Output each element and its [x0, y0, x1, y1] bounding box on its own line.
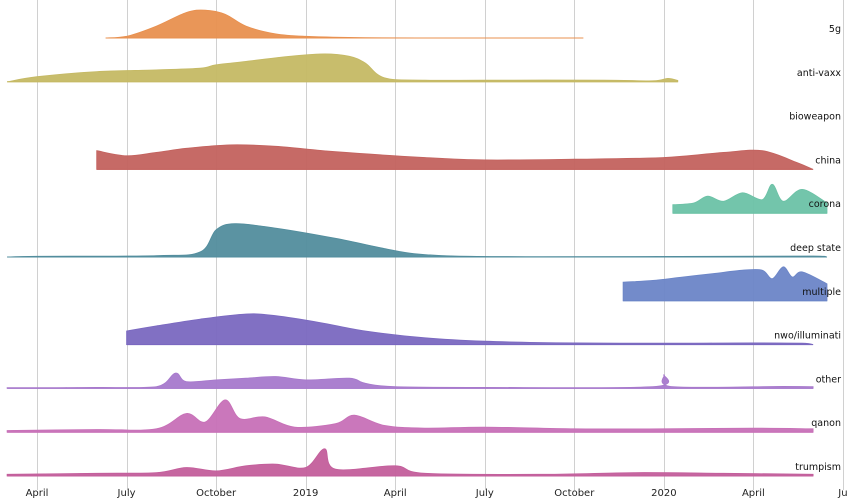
ridge-label-other: other [816, 374, 841, 385]
ridge-series-group [6, 9, 828, 477]
x-tick-label-8: April [742, 488, 765, 499]
ridge-nwo-illuminati [126, 313, 814, 345]
ridge-china [96, 144, 814, 170]
x-tick-label-7: 2020 [651, 488, 676, 499]
ridge-label-trumpism: trumpism [795, 462, 841, 473]
ridge-deep-state [7, 223, 828, 258]
ridge-other [6, 372, 814, 389]
x-tick-label-5: July [475, 488, 494, 499]
x-tick-label-3: 2019 [293, 488, 318, 499]
ridge-5g [105, 9, 584, 39]
ridge-qanon [6, 399, 814, 433]
ridge-label-bioweapon: bioweapon [789, 112, 841, 123]
ridge-label-corona: corona [809, 199, 841, 210]
x-tick-label-1: July [117, 488, 136, 499]
ridge-label-5g: 5g [829, 24, 841, 35]
ridge-label-anti-vaxx: anti-vaxx [797, 68, 841, 79]
x-axis: April July October 2019 April July October 2020… [26, 488, 847, 499]
ridge-anti-vaxx [7, 53, 679, 83]
ridge-labels-group: 5g anti-vaxx bioweapon china corona deep stat… [774, 24, 841, 473]
ridge-trumpism [6, 448, 814, 477]
ridge-label-multiple: multiple [802, 287, 841, 298]
ridge-label-nwo-illuminati: nwo/illuminati [774, 331, 841, 342]
x-tick-label-6: October [554, 488, 595, 499]
ridge-label-deep-state: deep state [790, 243, 841, 254]
ridge-corona [672, 183, 828, 214]
x-tick-label-0: April [26, 488, 49, 499]
ridge-label-qanon: qanon [811, 418, 841, 429]
x-tick-label-9: Ju [837, 488, 847, 499]
x-tick-label-4: April [384, 488, 407, 499]
x-tick-label-2: October [196, 488, 237, 499]
ridge-label-china: china [815, 155, 841, 166]
ridge-multiple [622, 266, 828, 302]
